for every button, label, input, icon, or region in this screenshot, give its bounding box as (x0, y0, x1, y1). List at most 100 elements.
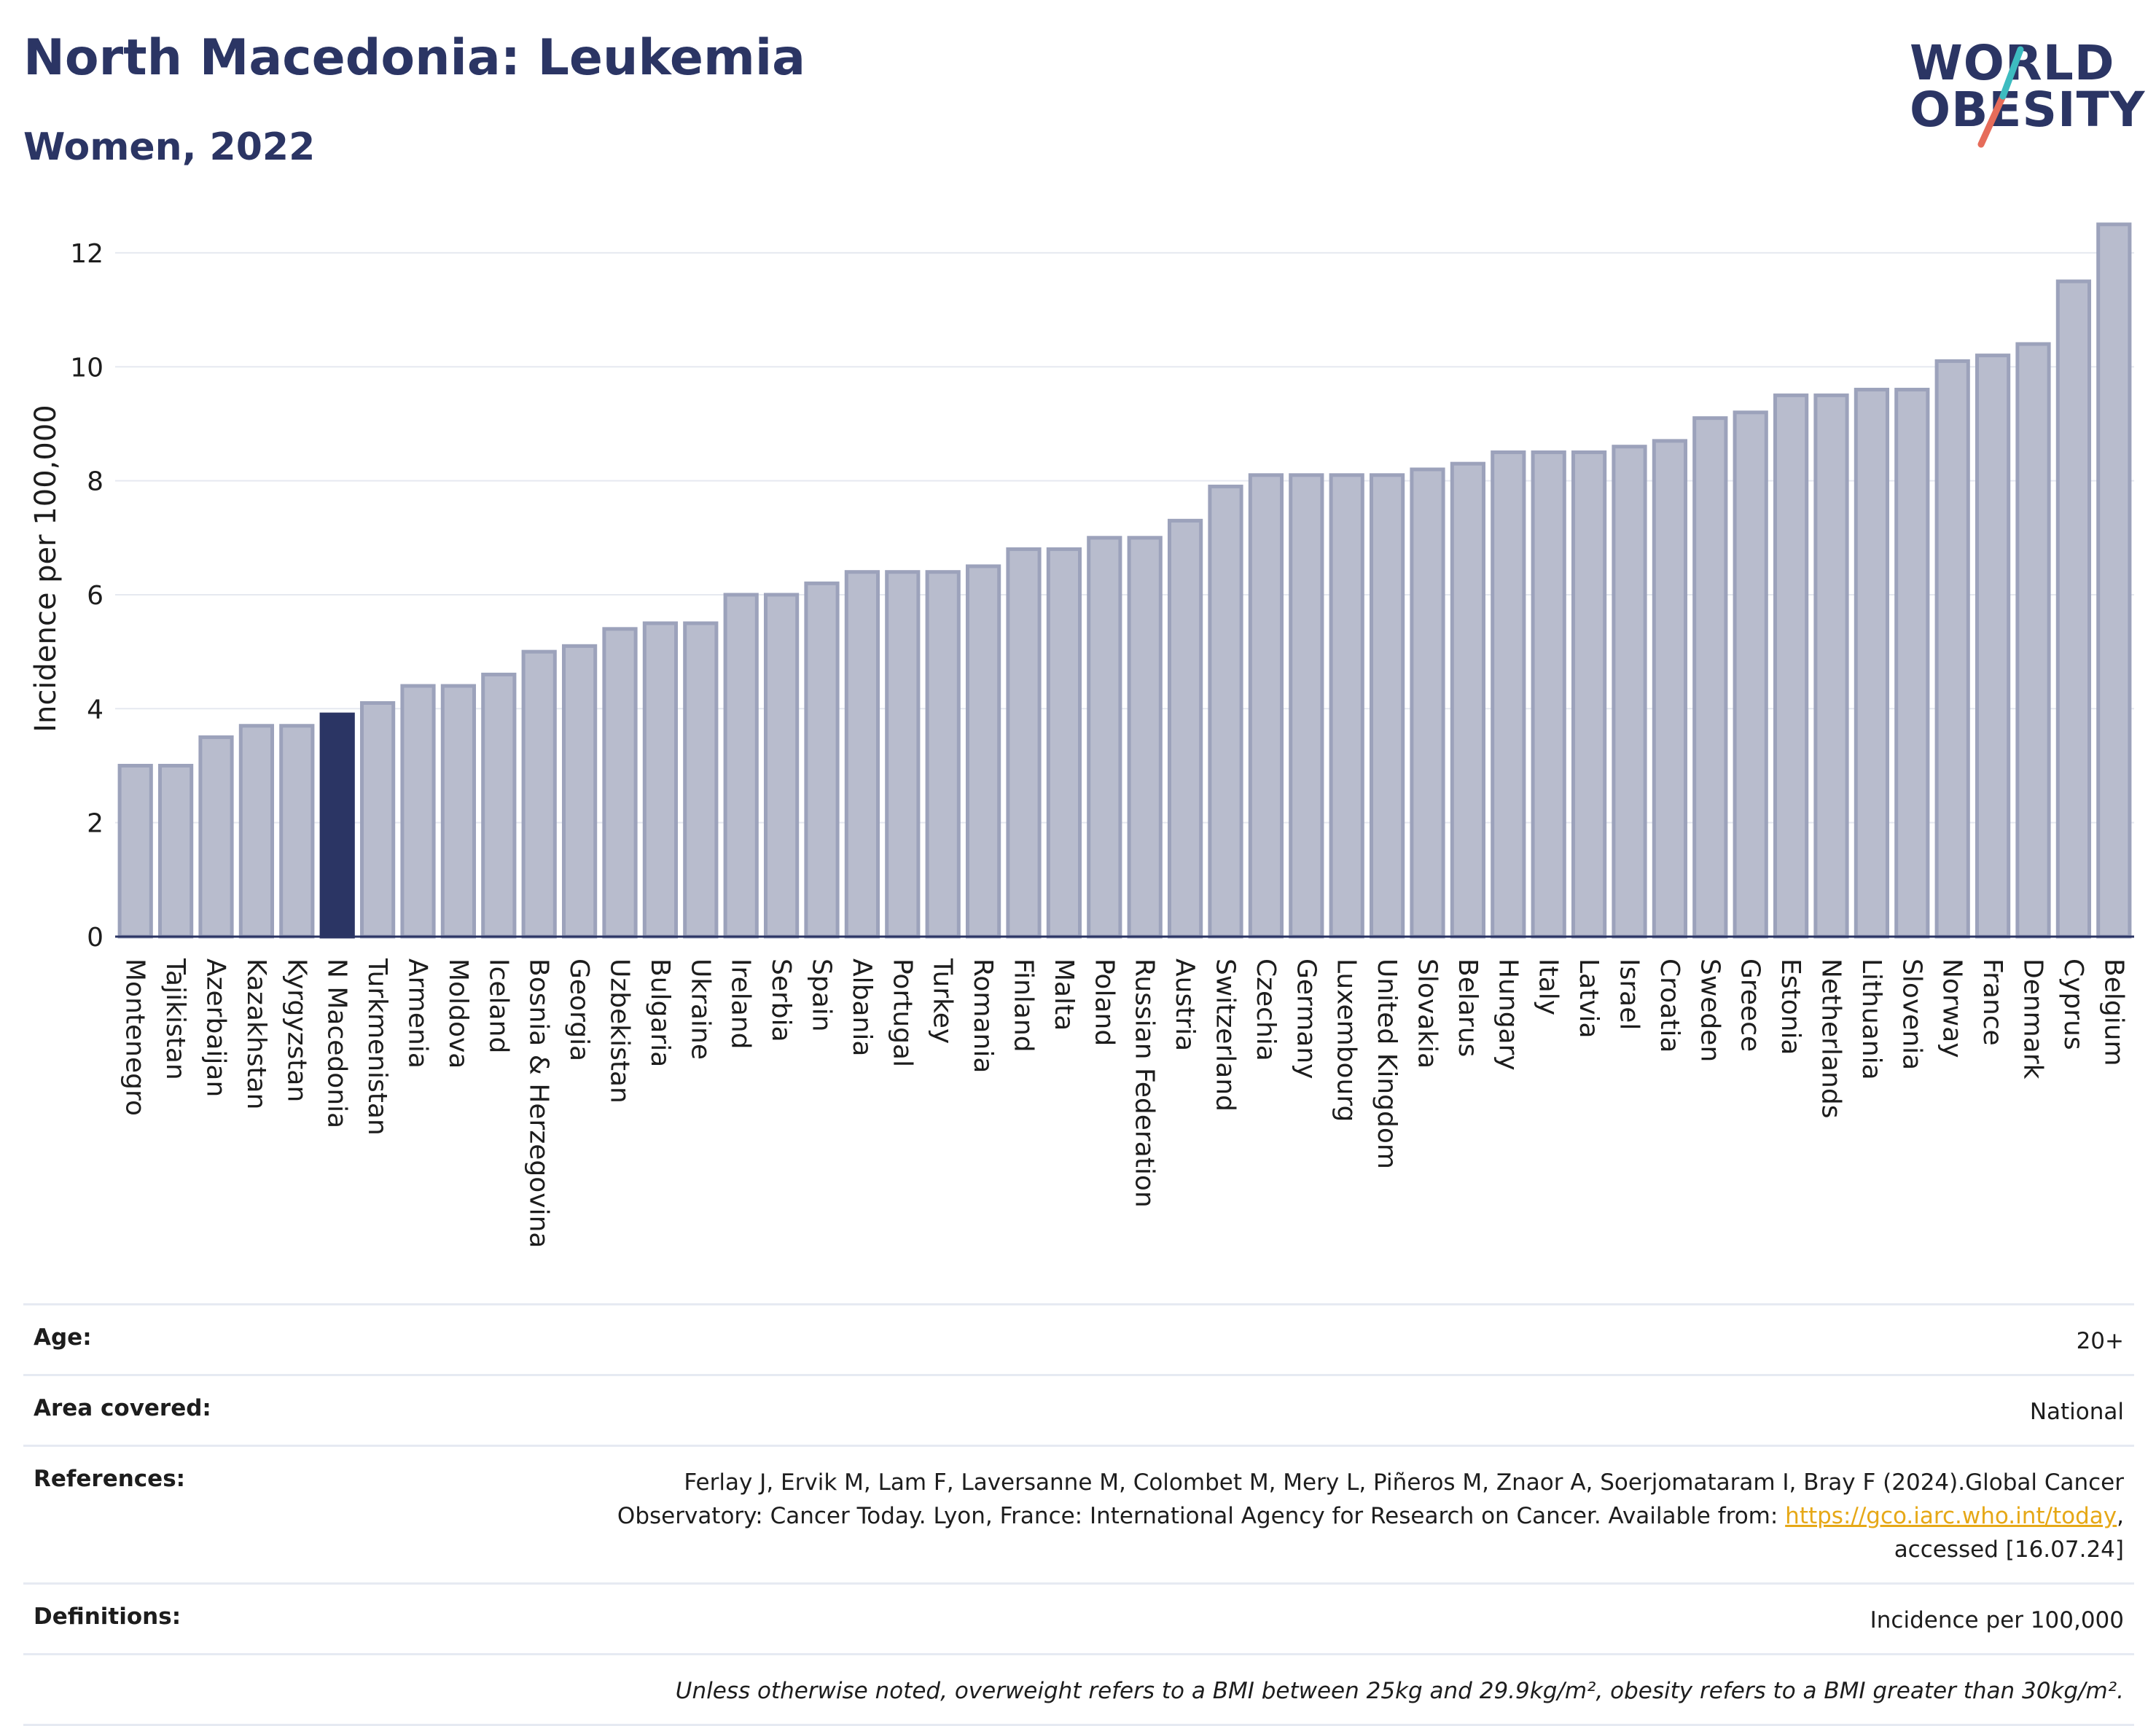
x-tick-label: Lithuania (1856, 958, 1886, 1080)
x-tick-label: Bulgaria (645, 958, 675, 1067)
bar (1410, 467, 1445, 939)
bar (1894, 388, 1930, 939)
x-tick-label: Slovakia (1413, 958, 1442, 1069)
bar (1934, 359, 1970, 939)
bar (844, 570, 880, 939)
x-tick-label: Slovenia (1897, 958, 1926, 1070)
x-tick-label: Poland (1089, 958, 1119, 1046)
bar (1289, 473, 1324, 939)
bar (1248, 473, 1284, 939)
x-tick-label: Austria (1170, 958, 1200, 1051)
x-tick-label: Malta (1049, 958, 1079, 1031)
x-tick-label: Norway (1937, 958, 1967, 1058)
x-tick-label: Belgium (2098, 958, 2128, 1066)
x-tick-label: United Kingdom (1372, 958, 1402, 1169)
bar (965, 564, 1001, 939)
x-tick-label: Moldova (443, 958, 473, 1069)
x-tick-label: Latvia (1574, 958, 1604, 1039)
info-table: Age: 20+ Area covered: National Referenc… (23, 1303, 2134, 1726)
x-tick-label: Turkmenistan (362, 958, 392, 1136)
bar (279, 724, 315, 939)
x-tick-label: Romania (968, 958, 998, 1073)
bar (117, 763, 153, 939)
note-row: Unless otherwise noted, overweight refer… (23, 1653, 2134, 1726)
references-line1: Ferlay J, Ervik M, Lam F, Laversanne M, … (684, 1469, 2124, 1496)
x-tick-label: Russian Federation (1130, 958, 1160, 1208)
page-subtitle: Women, 2022 (23, 125, 316, 169)
y-tick-label: 8 (87, 467, 103, 497)
x-tick-label: Israel (1614, 958, 1644, 1030)
bar (683, 621, 719, 939)
bar (521, 649, 557, 939)
x-tick-label: Montenegro (120, 958, 150, 1116)
world-obesity-logo: WORLD OBESITY (1895, 29, 2146, 160)
x-tick-label: Uzbekistan (605, 958, 635, 1104)
references-value: Ferlay J, Ervik M, Lam F, Laversanne M, … (617, 1466, 2124, 1566)
area-value: National (2029, 1399, 2124, 1425)
bar (1491, 450, 1526, 939)
bar (2055, 279, 2092, 939)
y-tick-label: 4 (87, 695, 103, 725)
references-row: References: Ferlay J, Ervik M, Lam F, La… (23, 1445, 2134, 1582)
page-title: North Macedonia: Leukemia (23, 29, 806, 87)
bar (1571, 450, 1607, 939)
x-tick-label: Ireland (726, 958, 756, 1050)
x-tick-label: Georgia (564, 958, 594, 1061)
definitions-row: Definitions: Incidence per 100,000 (23, 1582, 2134, 1653)
bar (1167, 518, 1203, 939)
references-link[interactable]: https://gco.iarc.who.int/today (1785, 1503, 2117, 1529)
x-tick-label: Germany (1291, 958, 1321, 1079)
references-line3: accessed [16.07.24] (1894, 1536, 2124, 1563)
x-tick-label: Denmark (2018, 958, 2048, 1079)
x-tick-label: Tajikistan (160, 958, 190, 1080)
references-line2-pre: Observatory: Cancer Today. Lyon, France:… (617, 1503, 1786, 1529)
y-tick-label: 2 (87, 809, 103, 839)
x-tick-label: Iceland (483, 958, 513, 1053)
bar (1046, 547, 1082, 939)
bar (400, 684, 436, 939)
bar (2096, 222, 2132, 939)
x-tick-label: Croatia (1655, 958, 1684, 1053)
x-tick-label: France (1977, 958, 2007, 1046)
bar (602, 627, 638, 939)
bar (1854, 388, 1890, 939)
bar (1773, 393, 1809, 939)
bars (117, 222, 2132, 939)
bar (723, 593, 759, 939)
area-label: Area covered: (34, 1395, 211, 1421)
age-row: Age: 20+ (23, 1303, 2134, 1374)
bar (1329, 473, 1364, 939)
x-tick-label: Sweden (1695, 958, 1725, 1062)
bar (561, 644, 598, 939)
x-tick-label: Czechia (1251, 958, 1281, 1061)
x-tick-label: Azerbaijan (201, 958, 231, 1097)
x-tick-label: Netherlands (1816, 958, 1846, 1118)
logo-text-obesity: OBESITY (1910, 82, 2146, 138)
x-tick-label: Turkey (928, 958, 958, 1044)
x-tick-label: Serbia (766, 958, 796, 1042)
x-tick-label: Portugal (887, 958, 917, 1067)
bar (1208, 484, 1243, 939)
bar (157, 763, 194, 939)
bar (2015, 342, 2051, 939)
obesity-definition-note: Unless otherwise noted, overweight refer… (675, 1678, 2124, 1704)
bar (885, 570, 921, 939)
bar-chart: 0 2 4 6 8 10 12 Montenegro Tajikistan Azerbaijan K… (29, 222, 2134, 1248)
x-tick-label: Italy (1534, 958, 1563, 1015)
references-line2-post: , (2117, 1503, 2124, 1529)
bar (804, 581, 840, 939)
bar (925, 570, 961, 939)
x-tick-label: N Macedonia (322, 958, 352, 1128)
bar (359, 700, 396, 939)
x-tick-label: Cyprus (2058, 958, 2088, 1050)
bar (1369, 473, 1405, 939)
bar (198, 735, 234, 939)
y-axis-label: Incidence per 100,000 (29, 405, 63, 733)
x-tick-label: Kyrgyzstan (281, 958, 311, 1102)
x-tick-label: Kazakhstan (241, 958, 271, 1109)
bar (319, 712, 355, 939)
definitions-value: Incidence per 100,000 (1870, 1607, 2124, 1633)
bar (1975, 354, 2011, 939)
age-value: 20+ (2076, 1328, 2124, 1354)
bar (642, 621, 679, 939)
